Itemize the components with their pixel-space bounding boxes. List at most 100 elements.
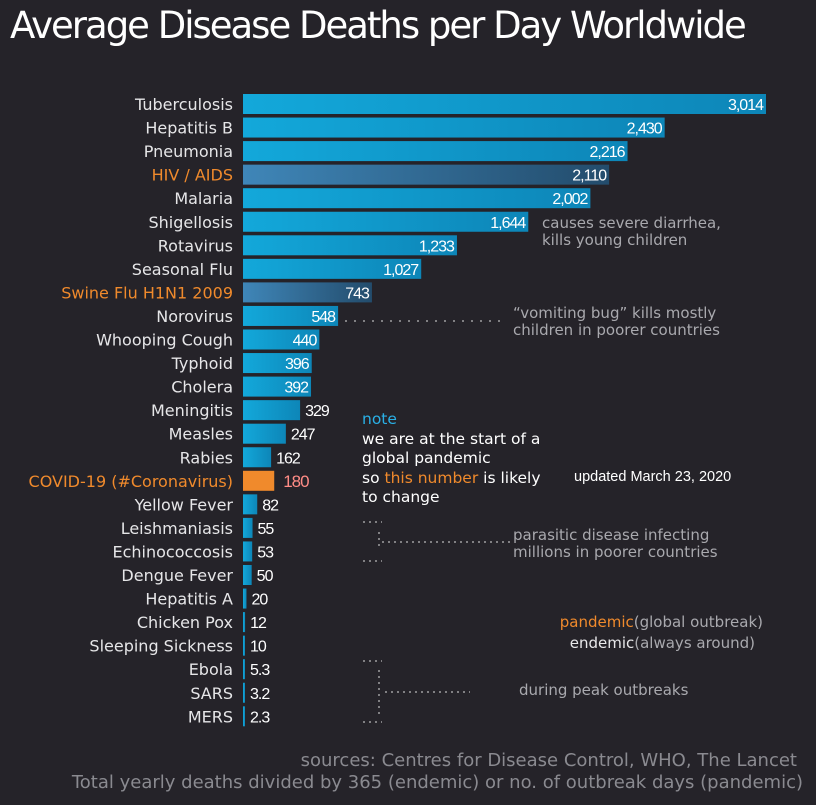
- note-block: note we are at the start of a global pan…: [362, 410, 541, 508]
- bar: [243, 706, 245, 727]
- category-label: Seasonal Flu: [132, 260, 233, 279]
- bracket-parasitic: [363, 521, 510, 562]
- value-label: 2,216: [589, 144, 625, 161]
- bar: [243, 353, 312, 374]
- bar: [243, 258, 422, 279]
- value-label: 392: [284, 380, 309, 397]
- bar: [243, 117, 665, 138]
- bar: [243, 470, 275, 491]
- category-label: SARS: [190, 684, 233, 703]
- value-label: 82: [262, 497, 279, 514]
- value-label: 180: [283, 472, 309, 491]
- category-label: Sleeping Sickness: [89, 637, 233, 656]
- value-label: 247: [291, 427, 316, 444]
- value-label: 396: [285, 356, 310, 373]
- bar: [243, 329, 320, 350]
- category-label: Leishmaniasis: [121, 519, 233, 538]
- category-label: Chicken Pox: [137, 613, 233, 632]
- category-label: Swine Flu H1N1 2009: [61, 283, 233, 302]
- category-label: Rotavirus: [158, 236, 233, 255]
- value-label: 162: [276, 450, 301, 467]
- bar: [243, 282, 372, 303]
- value-label: 548: [311, 309, 336, 326]
- note-highlight: this number: [384, 468, 479, 487]
- category-label: Meningitis: [151, 401, 233, 420]
- method-note: Total yearly deaths divided by 365 (ende…: [71, 772, 803, 793]
- bar: [243, 659, 245, 680]
- note-line: global pandemic: [362, 449, 491, 467]
- note-line: so this number is likely: [362, 469, 541, 489]
- updated-date: updated March 23, 2020: [574, 469, 732, 485]
- annotation-line: millions in poorer countries: [513, 543, 718, 561]
- value-label: 329: [305, 403, 330, 420]
- bar: [243, 235, 457, 256]
- value-label: 1,644: [490, 215, 526, 232]
- bar: [243, 211, 529, 232]
- value-label: 50: [257, 568, 274, 585]
- category-label: Echinococcosis: [112, 542, 233, 561]
- note-text: so: [362, 468, 385, 487]
- legend-endemic: endemic(always around): [570, 634, 755, 652]
- category-label: Measles: [169, 425, 233, 444]
- bar: [243, 682, 245, 703]
- category-label: Hepatitis B: [145, 119, 233, 138]
- value-label: 3,014: [728, 97, 764, 114]
- annotation-shigellosis: causes severe diarrhea, kills young chil…: [542, 215, 721, 249]
- bar: [243, 164, 610, 185]
- bar: [243, 612, 246, 633]
- value-label: 12: [250, 615, 267, 632]
- bar: [243, 188, 591, 209]
- value-label: 440: [293, 333, 318, 350]
- category-label: COVID-19 (#Coronavirus): [29, 472, 233, 491]
- bar: [243, 94, 766, 114]
- category-label: Cholera: [171, 378, 233, 397]
- category-label: Dengue Fever: [121, 566, 233, 585]
- category-label: Tuberculosis: [134, 95, 233, 114]
- value-label: 20: [251, 592, 268, 609]
- bar: [243, 565, 252, 585]
- note-heading: note: [362, 410, 397, 428]
- note-line: to change: [362, 488, 440, 506]
- value-label: 55: [258, 521, 275, 538]
- category-label: Malaria: [174, 189, 233, 208]
- bar: [243, 376, 312, 397]
- value-label: 2,002: [552, 191, 588, 208]
- bar: [243, 588, 247, 609]
- bar: [243, 447, 272, 468]
- note-text: is likely: [478, 468, 541, 487]
- annotation-line: parasitic disease infecting: [513, 526, 710, 544]
- note-line: we are at the start of a: [362, 429, 541, 448]
- legend-pandemic-word: pandemic: [559, 613, 634, 631]
- annotation-line: children in poorer countries: [513, 321, 720, 339]
- legend-endemic-def: (always around): [634, 634, 755, 652]
- category-label: MERS: [188, 707, 233, 726]
- bracket-outbreaks: [363, 660, 470, 723]
- category-label: Rabies: [180, 448, 233, 467]
- bar: [243, 400, 301, 421]
- category-label: HIV / AIDS: [152, 166, 233, 185]
- annotation-line: “vomiting bug” kills mostly: [513, 304, 717, 322]
- legend-pandemic: pandemic(global outbreak): [560, 613, 763, 631]
- category-label: Norovirus: [156, 307, 233, 326]
- category-label: Ebola: [189, 660, 233, 679]
- category-label: Whooping Cough: [96, 331, 233, 350]
- category-label: Yellow Fever: [134, 495, 234, 514]
- category-label: Pneumonia: [144, 142, 233, 161]
- value-label: 2,110: [572, 168, 607, 185]
- category-label: Typhoid: [171, 354, 233, 373]
- annotation-line: causes severe diarrhea,: [542, 214, 721, 232]
- bar: [243, 541, 253, 562]
- sources: sources: Centres for Disease Control, WH…: [300, 750, 797, 771]
- annotation-norovirus: “vomiting bug” kills mostly children in …: [513, 305, 720, 339]
- value-label: 53: [257, 544, 274, 561]
- value-label: 1,233: [419, 238, 455, 255]
- annotation-outbreaks: during peak outbreaks: [519, 681, 689, 699]
- value-label: 2,430: [627, 121, 663, 138]
- legend-endemic-word: endemic: [569, 634, 635, 652]
- value-label: 2.3: [250, 709, 270, 726]
- bar: [243, 517, 253, 538]
- legend-pandemic-def: (global outbreak): [633, 613, 763, 631]
- annotation-parasitic: parasitic disease infecting millions in …: [513, 527, 718, 561]
- value-label: 1,027: [383, 262, 419, 279]
